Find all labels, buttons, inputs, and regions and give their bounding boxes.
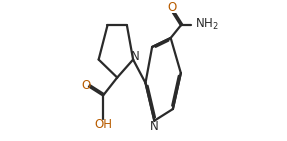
Text: O: O: [167, 1, 176, 14]
Text: OH: OH: [95, 118, 113, 131]
Text: NH$_2$: NH$_2$: [195, 17, 219, 32]
Text: N: N: [131, 50, 139, 63]
Text: N: N: [150, 120, 159, 133]
Text: O: O: [81, 79, 90, 92]
